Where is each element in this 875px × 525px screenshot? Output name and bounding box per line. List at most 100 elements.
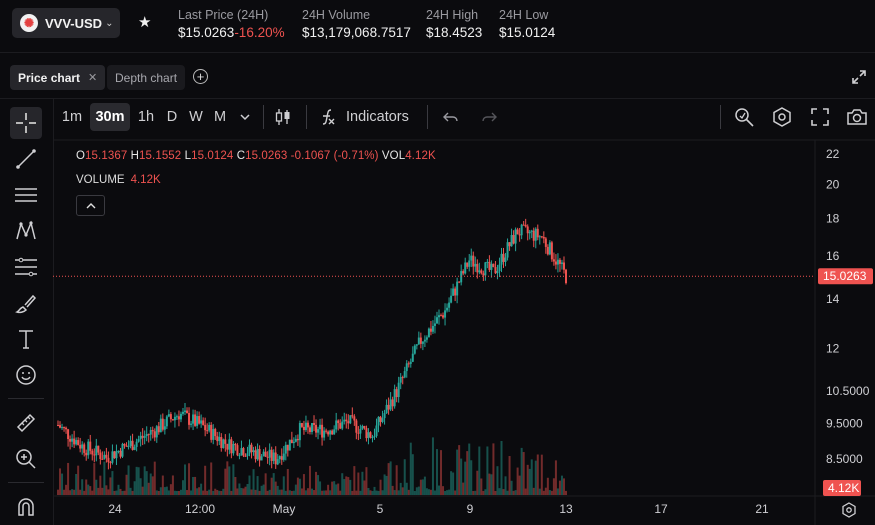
close-icon[interactable]: ✕	[88, 72, 98, 84]
volume-bar	[540, 454, 543, 495]
volume-bar	[181, 480, 184, 495]
volume-bar	[177, 490, 180, 495]
pattern-icon[interactable]	[10, 215, 42, 247]
candle-body	[544, 238, 547, 247]
indicators-button[interactable]: Indicators	[318, 103, 418, 131]
candle-body	[399, 377, 402, 383]
expand-icon[interactable]	[851, 69, 867, 88]
volume-bar	[359, 490, 362, 495]
symbol-selector[interactable]: ✺ VVV-USD ⌄	[12, 8, 120, 38]
brush-icon[interactable]	[10, 287, 42, 319]
emoji-icon[interactable]	[10, 359, 42, 391]
volume-bar	[375, 490, 378, 495]
undo-icon[interactable]	[438, 103, 464, 131]
favorite-star-icon[interactable]: ★	[138, 14, 152, 31]
candle-body	[387, 404, 390, 410]
interval-m[interactable]: M	[213, 109, 227, 125]
candle-body	[175, 416, 178, 418]
candle-body	[214, 429, 217, 437]
volume-bar	[103, 461, 106, 495]
volume-bar	[196, 488, 199, 495]
volume-bar	[286, 468, 289, 495]
fullscreen-icon[interactable]	[806, 103, 834, 131]
candle-body	[270, 449, 273, 461]
candle-body	[528, 231, 531, 234]
volume-bar	[369, 490, 372, 495]
volume-bar	[224, 468, 227, 495]
volume-bar	[242, 488, 245, 495]
candle-body	[530, 230, 533, 232]
candle-body	[484, 262, 487, 276]
volume-bar	[77, 465, 80, 495]
chevron-down-icon[interactable]	[234, 103, 256, 131]
fibonacci-icon[interactable]	[10, 251, 42, 283]
candle-body	[446, 307, 449, 311]
candle-body	[224, 439, 227, 444]
volume-bar	[381, 490, 384, 495]
candle-body	[212, 429, 215, 440]
tab-price-chart[interactable]: Price chart ✕	[10, 65, 106, 90]
x-tick-label: May	[273, 502, 296, 516]
candle-body	[286, 444, 289, 451]
magnet-icon[interactable]	[10, 491, 42, 523]
volume-bar	[69, 490, 72, 495]
volume-bar	[210, 462, 213, 495]
settings-hexagon-icon[interactable]	[768, 103, 796, 131]
volume-bar	[67, 462, 70, 495]
candle-body	[260, 456, 263, 461]
ticker-bar: ✺ VVV-USD ⌄ ★ Last Price (24H) $15.0263-…	[0, 0, 875, 53]
trend-line-icon[interactable]	[10, 143, 42, 175]
stat-label: 24H Low	[499, 8, 549, 22]
candle-body	[548, 242, 551, 255]
vol-value: 4.12K	[405, 150, 436, 162]
volume-bar	[167, 490, 170, 495]
interval-1h[interactable]: 1h	[137, 109, 155, 125]
candle-body	[87, 441, 90, 456]
search-settings-icon[interactable]	[730, 103, 758, 131]
candle-body	[413, 345, 416, 354]
stat-value: $18.4523	[426, 25, 483, 40]
volume-bar	[192, 476, 195, 495]
time-axis-settings-icon[interactable]	[842, 502, 856, 518]
volume-bar	[248, 475, 251, 495]
candle-body	[339, 423, 342, 429]
divider	[8, 482, 44, 483]
candle-body	[385, 404, 388, 414]
interval-1m[interactable]: 1m	[61, 109, 83, 125]
horizontal-lines-icon[interactable]	[10, 179, 42, 211]
candle-body	[526, 226, 529, 234]
crosshair-icon[interactable]	[10, 107, 42, 139]
candle-body	[131, 440, 134, 450]
volume-bar	[155, 490, 158, 495]
candle-body	[466, 262, 469, 267]
volume-bar	[504, 476, 507, 495]
candle-body	[125, 445, 128, 447]
candle-type-icon[interactable]	[270, 103, 296, 131]
interval-30m[interactable]: 30m	[90, 103, 130, 131]
candle-body	[159, 418, 162, 433]
candle-body	[343, 419, 346, 422]
tab-depth-chart[interactable]: Depth chart	[107, 65, 186, 90]
redo-icon[interactable]	[476, 103, 502, 131]
volume-bar	[484, 489, 487, 495]
volume-bar	[446, 490, 449, 495]
text-icon[interactable]	[10, 323, 42, 355]
ruler-icon[interactable]	[10, 407, 42, 439]
interval-d[interactable]: D	[166, 109, 178, 125]
candle-body	[381, 418, 384, 422]
candle-body	[157, 426, 160, 433]
candle-body	[204, 424, 207, 431]
camera-icon[interactable]	[843, 103, 871, 131]
volume-bar	[244, 486, 247, 495]
volume-bar	[355, 490, 358, 495]
candle-body	[476, 263, 479, 273]
interval-w[interactable]: W	[189, 109, 203, 125]
zoom-in-icon[interactable]	[10, 443, 42, 475]
add-tab-icon[interactable]: +	[193, 69, 208, 84]
volume-bar	[518, 475, 521, 495]
candle-body	[103, 454, 106, 460]
candle-body	[347, 421, 350, 424]
collapse-legend-button[interactable]	[76, 195, 105, 216]
candle-body	[107, 457, 110, 463]
